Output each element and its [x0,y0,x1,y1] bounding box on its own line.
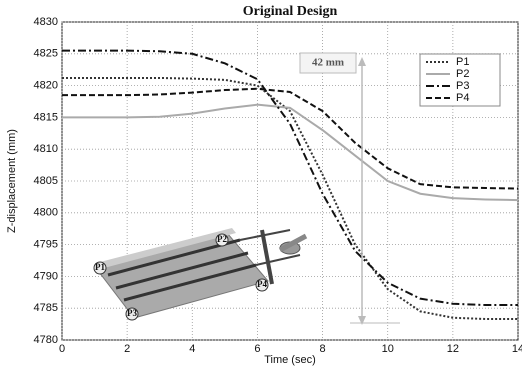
legend-label: P3 [456,80,469,92]
point-label: P3 [127,308,137,318]
x-tick-label: 0 [59,343,65,355]
point-label: P2 [217,234,227,244]
y-tick-label: 4810 [34,143,58,155]
x-tick-label: 12 [447,343,459,355]
y-tick-label: 4795 [34,239,58,251]
y-tick-label: 4800 [34,207,58,219]
legend-label: P2 [456,68,469,80]
annotation-text: 42 mm [312,57,344,69]
y-axis-label: Z-displacement (mm) [6,129,18,233]
y-tick-label: 4820 [34,80,58,92]
point-label: P1 [95,262,105,272]
y-tick-label: 4805 [34,175,58,187]
x-tick-label: 6 [254,343,260,355]
legend-label: P1 [456,56,469,68]
x-tick-label: 4 [189,343,195,355]
y-tick-label: 4815 [34,111,58,123]
x-tick-label: 8 [320,343,326,355]
point-label: P4 [257,279,267,289]
y-tick-label: 4790 [34,270,58,282]
y-tick-label: 4785 [34,302,58,314]
y-tick-label: 4825 [34,48,58,60]
x-tick-label: 14 [512,343,522,355]
chart-title: Original Design [243,4,338,19]
x-axis-label: Time (sec) [264,354,316,366]
y-tick-label: 4780 [34,334,58,346]
x-tick-label: 2 [124,343,130,355]
chart: Original Design Time (sec) Z-displacemen… [0,0,522,370]
legend-label: P4 [456,92,469,104]
x-tick-label: 10 [382,343,394,355]
y-tick-label: 4830 [34,16,58,28]
